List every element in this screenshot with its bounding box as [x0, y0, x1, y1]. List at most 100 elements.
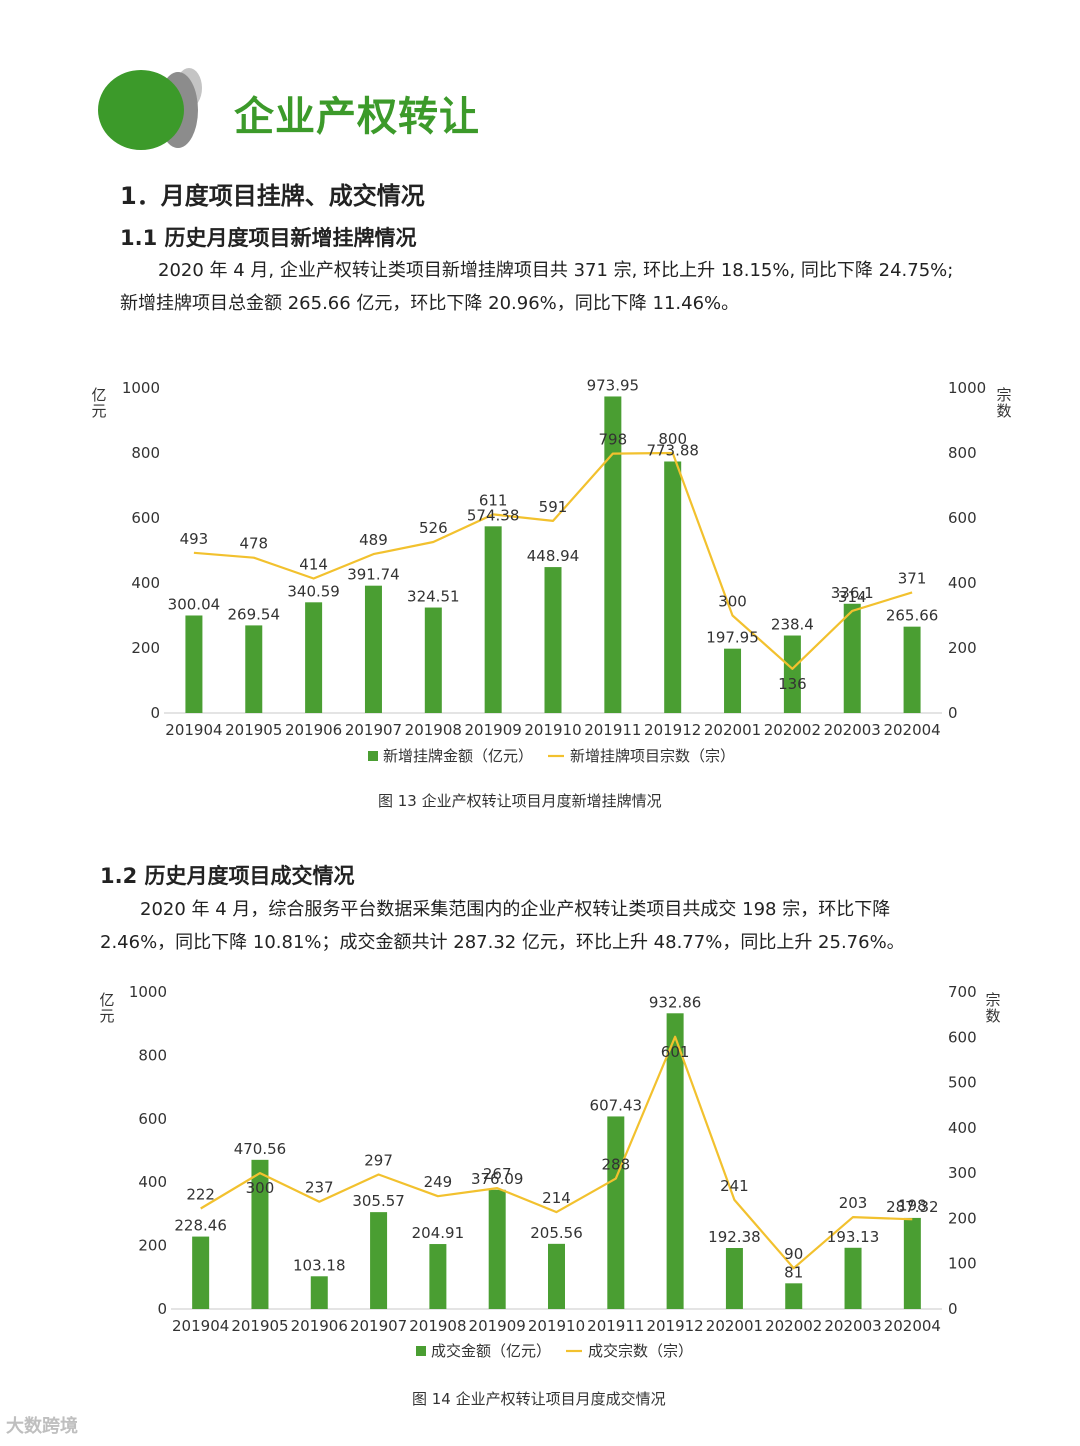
line-data-label: 249 [424, 1173, 453, 1191]
line-data-label: 493 [180, 530, 209, 548]
bar [785, 1283, 803, 1309]
x-axis-tick-label: 202003 [824, 1317, 881, 1335]
x-axis-tick-label: 201909 [465, 721, 522, 739]
bar-data-label: 265.66 [886, 607, 939, 625]
line-data-label: 203 [839, 1194, 868, 1212]
left-axis-tick-label: 1000 [122, 379, 160, 397]
x-axis-tick-label: 202001 [706, 1317, 763, 1335]
line-data-label: 300 [718, 593, 747, 611]
bar [903, 1217, 921, 1309]
section-title: 企业产权转让 [234, 94, 480, 140]
right-axis-tick-label: 200 [948, 639, 977, 657]
legend-swatch-bar [416, 1346, 426, 1356]
paragraph-1-1: 2020 年 4 月, 企业产权转让类项目新增挂牌项目共 371 宗, 环比上升… [120, 254, 953, 320]
bar-data-label: 932.86 [649, 993, 702, 1011]
left-axis-tick-label: 1000 [129, 983, 167, 1001]
bar-data-label: 470.56 [234, 1140, 287, 1158]
bar-data-label: 81 [784, 1263, 803, 1281]
bar [725, 1248, 743, 1309]
x-axis-tick-label: 201908 [409, 1317, 466, 1335]
x-axis-tick-label: 202003 [824, 721, 881, 739]
bar-data-label: 192.38 [708, 1228, 761, 1246]
right-axis-tick-label: 300 [948, 1164, 977, 1182]
bar [484, 526, 502, 713]
right-axis-label-char: 宗 [985, 991, 1000, 1009]
left-axis-label-char: 元 [99, 1007, 114, 1025]
chart-transactions: 亿元 宗数 0 200 400 600 800 1000 0 100 200 300 400 500 600… [99, 983, 1000, 1360]
bar-data-label: 324.51 [407, 588, 460, 606]
bar [544, 567, 562, 713]
bar-data-label: 448.94 [527, 547, 580, 565]
bar [548, 1243, 565, 1309]
line-series [193, 451, 913, 670]
x-axis-tick-label: 201912 [644, 721, 701, 739]
bar-data-label: 336.1 [831, 584, 874, 602]
left-axis-tick-label: 800 [138, 1046, 167, 1064]
chart-caption-13: 图 13 企业产权转让项目月度新增挂牌情况 [378, 792, 662, 810]
bar [429, 1244, 447, 1309]
left-axis-label-char: 亿 [91, 386, 106, 404]
bar [424, 607, 442, 713]
right-axis-tick-label: 1000 [948, 379, 986, 397]
x-axis-tick-label: 201904 [172, 1317, 229, 1335]
bar-data-label: 300.04 [168, 595, 221, 613]
line-data-label: 90 [784, 1245, 803, 1263]
line-data-label: 611 [479, 491, 508, 509]
right-axis-tick-label: 0 [948, 1300, 958, 1318]
chart-caption-14: 图 14 企业产权转让项目月度成交情况 [412, 1390, 666, 1408]
left-axis-label-char: 亿 [99, 991, 114, 1009]
bar [185, 615, 203, 713]
x-axis-tick-label: 201905 [231, 1317, 288, 1335]
right-axis-tick-label: 800 [948, 444, 977, 462]
legend-swatch-bar [368, 751, 378, 761]
x-axis-tick-label: 202001 [704, 721, 761, 739]
x-axis-tick-label: 201905 [225, 721, 282, 739]
bar-data-label: 287.32 [886, 1198, 939, 1216]
line-series [200, 1035, 913, 1270]
bar-data-label: 205.56 [530, 1224, 583, 1242]
left-axis-tick-label: 400 [131, 574, 160, 592]
bar [364, 585, 382, 713]
watermark: 大数跨境 [6, 1416, 78, 1437]
right-axis-tick-label: 400 [948, 1119, 977, 1137]
right-axis-label-char: 数 [996, 402, 1011, 420]
line-data-label: 601 [661, 1043, 690, 1061]
left-axis-tick-label: 600 [131, 509, 160, 527]
x-axis-tick-label: 201907 [350, 1317, 407, 1335]
bar [844, 1247, 862, 1309]
paragraph-1-2-line-2: 2.46%，同比下降 10.81%；成交金额共计 287.32 亿元，环比上升 … [100, 932, 905, 953]
x-axis-tick-label: 201910 [524, 721, 581, 739]
x-axis-tick-label: 201906 [285, 721, 342, 739]
line-data-label: 371 [898, 569, 927, 587]
line-data-label: 297 [364, 1152, 393, 1170]
bar-data-label: 574.38 [467, 506, 520, 524]
line-data-label: 288 [601, 1156, 630, 1174]
left-axis-tick-label: 200 [131, 639, 160, 657]
left-axis-tick-label: 600 [138, 1110, 167, 1128]
line-data-label: 241 [720, 1177, 749, 1195]
subsection-heading-1-1: 1.1 历史月度项目新增挂牌情况 [120, 226, 417, 250]
bar-data-label: 305.57 [352, 1192, 405, 1210]
left-axis-tick-label: 0 [150, 704, 160, 722]
right-axis-tick-label: 500 [948, 1074, 977, 1092]
line-data-label: 489 [359, 531, 388, 549]
line-data-label: 237 [305, 1179, 334, 1197]
x-axis-tick-label: 201911 [587, 1317, 644, 1335]
section-heading-1: 1．月度项目挂牌、成交情况 [120, 182, 425, 210]
left-axis-label-char: 元 [91, 402, 106, 420]
paragraph-1-1-line-2: 新增挂牌项目总金额 265.66 亿元，环比下降 20.96%，同比下降 11.… [120, 293, 740, 314]
bar [245, 625, 263, 713]
line-data-label: 314 [838, 588, 867, 606]
right-axis-tick-label: 600 [948, 1028, 977, 1046]
bar-data-label: 197.95 [706, 629, 759, 647]
x-axis-tick-label: 202002 [764, 721, 821, 739]
bar [604, 396, 622, 713]
bar-data-label: 607.43 [590, 1096, 643, 1114]
right-axis-tick-label: 600 [948, 509, 977, 527]
line-data-label: 798 [599, 431, 628, 449]
legend-label-line: 成交宗数（宗） [588, 1342, 693, 1360]
x-axis-tick-label: 201909 [469, 1317, 526, 1335]
line-data-label: 591 [539, 498, 568, 516]
bar-data-label: 973.95 [587, 376, 640, 394]
paragraph-1-2-line-1: 2020 年 4 月，综合服务平台数据采集范围内的企业产权转让类项目共成交 19… [140, 899, 891, 920]
